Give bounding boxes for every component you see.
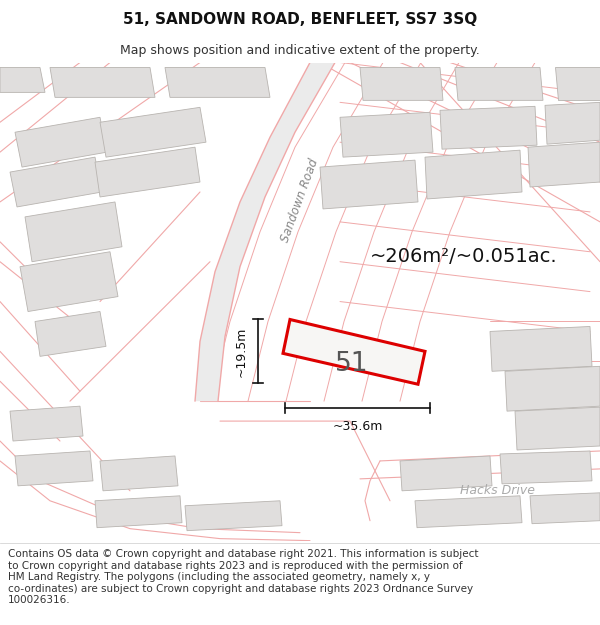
Polygon shape xyxy=(50,68,155,98)
Polygon shape xyxy=(100,456,178,491)
Polygon shape xyxy=(15,451,93,486)
Polygon shape xyxy=(185,501,282,531)
Text: ~19.5m: ~19.5m xyxy=(235,326,248,376)
Text: Contains OS data © Crown copyright and database right 2021. This information is : Contains OS data © Crown copyright and d… xyxy=(8,549,478,606)
Polygon shape xyxy=(505,366,600,411)
Polygon shape xyxy=(20,252,118,311)
Polygon shape xyxy=(165,68,270,98)
Text: ~206m²/~0.051ac.: ~206m²/~0.051ac. xyxy=(370,248,557,266)
Polygon shape xyxy=(340,112,433,157)
Polygon shape xyxy=(555,68,600,101)
Polygon shape xyxy=(400,456,492,491)
Polygon shape xyxy=(415,496,522,528)
Polygon shape xyxy=(95,496,182,528)
Polygon shape xyxy=(100,107,206,157)
Text: 51: 51 xyxy=(335,351,369,378)
Polygon shape xyxy=(95,147,200,197)
Polygon shape xyxy=(425,150,522,199)
Polygon shape xyxy=(360,68,443,101)
Polygon shape xyxy=(455,68,543,101)
Polygon shape xyxy=(25,202,122,262)
Polygon shape xyxy=(15,118,107,167)
Polygon shape xyxy=(490,326,592,371)
Polygon shape xyxy=(35,311,106,356)
Polygon shape xyxy=(500,451,592,484)
Text: Hacks Drive: Hacks Drive xyxy=(461,484,536,498)
Polygon shape xyxy=(10,157,102,207)
Text: 51, SANDOWN ROAD, BENFLEET, SS7 3SQ: 51, SANDOWN ROAD, BENFLEET, SS7 3SQ xyxy=(123,12,477,28)
Polygon shape xyxy=(545,102,600,144)
Text: ~35.6m: ~35.6m xyxy=(332,420,383,433)
Polygon shape xyxy=(440,106,537,149)
Polygon shape xyxy=(283,319,425,384)
Text: Map shows position and indicative extent of the property.: Map shows position and indicative extent… xyxy=(120,44,480,57)
Polygon shape xyxy=(528,142,600,187)
Polygon shape xyxy=(530,492,600,524)
Polygon shape xyxy=(320,160,418,209)
Polygon shape xyxy=(195,62,335,401)
Polygon shape xyxy=(515,407,600,450)
Polygon shape xyxy=(10,406,83,441)
Polygon shape xyxy=(0,68,45,92)
Text: Sandown Road: Sandown Road xyxy=(279,156,321,244)
